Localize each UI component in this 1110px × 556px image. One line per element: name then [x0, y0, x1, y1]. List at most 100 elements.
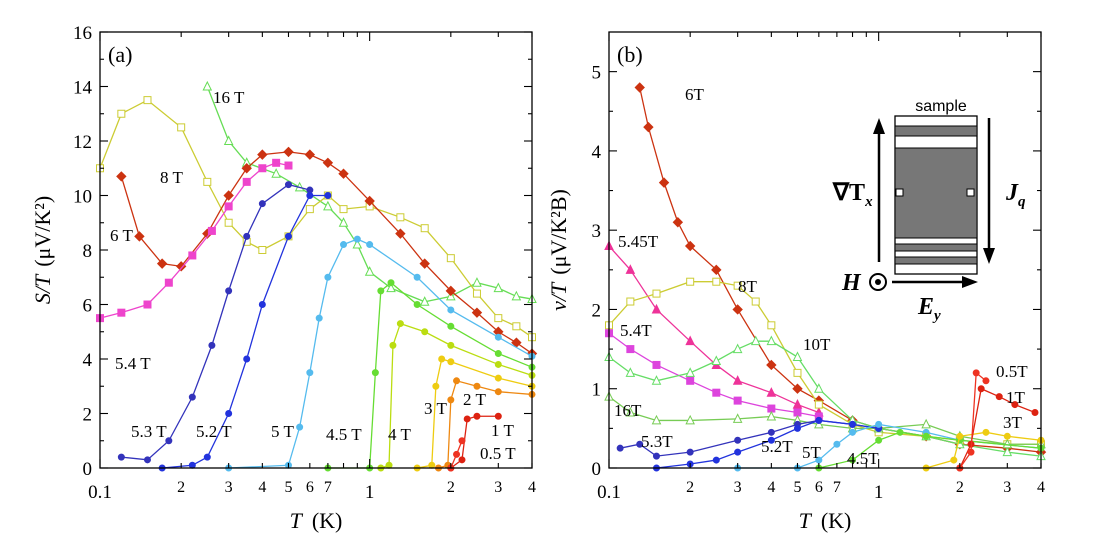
data-point-a-6-T-16 — [471, 307, 483, 318]
data-point-a-6-T-11 — [338, 168, 349, 179]
data-point-a-8-T-7 — [258, 246, 267, 254]
data-point-a-4-5-T-7 — [494, 350, 502, 358]
data-point-a-6-T-13 — [395, 228, 406, 239]
data-point-a-8-T-14 — [420, 224, 429, 233]
label-b-3T: 3T — [1003, 413, 1023, 432]
data-point-a-1-T-3 — [473, 412, 481, 420]
data-point-a-8-T-2 — [143, 96, 152, 105]
data-point-a-6-T-6 — [241, 163, 252, 174]
inset-grad-arrow-head — [873, 118, 885, 134]
data-point-a-5-T-2 — [296, 423, 304, 431]
data-point-b-5-3T-1 — [636, 440, 644, 448]
data-point-a-5-3-T-2 — [165, 437, 173, 445]
inset-current-symbol: J — [1005, 180, 1019, 206]
y-tick-label-a-3: 6 — [83, 296, 93, 317]
x-major-tick-label-a-1: 1 — [365, 482, 375, 503]
inset-efield-symbol: E — [917, 294, 934, 320]
data-point-b-5-3T-2 — [652, 452, 660, 460]
data-point-a-0-5-T-2 — [458, 437, 466, 445]
data-point-a-5-4-T-5 — [207, 226, 216, 235]
label-a-4T: 4 T — [388, 425, 411, 444]
x-major-tick-label-b-1: 1 — [874, 482, 884, 503]
data-point-b-1T-5 — [1031, 409, 1039, 417]
series-b-1T — [956, 385, 1039, 472]
inset-current-subscript: q — [1018, 194, 1026, 210]
data-point-b-1T-4 — [1011, 401, 1019, 409]
x-minor-tick-label-b-0: 2 — [686, 479, 694, 496]
series-line-a-8-T — [99, 99, 533, 338]
x-minor-tick-label-b-1: 3 — [734, 479, 742, 496]
data-point-b-10T-9 — [814, 383, 824, 393]
label-b-5.4T: 5.4T — [620, 321, 652, 340]
data-point-b-8T-4 — [712, 277, 721, 286]
x-minor-tick-label-b-2: 4 — [767, 479, 775, 496]
data-point-b-10T-8 — [792, 351, 803, 362]
data-point-a-5-2-T-6 — [284, 232, 292, 240]
label-a-1T: 1 T — [491, 421, 514, 440]
data-point-b-5-45T-7 — [792, 398, 803, 409]
data-point-a-2-T-5 — [494, 388, 502, 396]
data-point-b-6T-0 — [634, 82, 645, 93]
x-minor-tick-label-a-2: 4 — [258, 479, 266, 496]
inset-current-arrow-head — [983, 248, 995, 264]
y-tick-label-b-1: 1 — [592, 380, 602, 401]
data-point-a-5-4-T-3 — [164, 278, 173, 287]
panel-b-frame — [608, 31, 1042, 469]
data-point-b-16T-2 — [651, 414, 662, 425]
data-point-a-4-T-5 — [447, 341, 455, 349]
data-point-a-16-T-5 — [323, 200, 333, 211]
data-point-b-10T-5 — [732, 343, 743, 354]
data-point-b-0-5T-2 — [972, 369, 980, 377]
data-point-b-0-5T-1 — [967, 448, 975, 456]
data-point-b-4-5T-3 — [896, 428, 904, 436]
data-point-a-5-2-T-5 — [258, 301, 266, 308]
label-b-6T: 6T — [685, 85, 705, 104]
data-point-a-6-T-14 — [419, 258, 430, 269]
data-point-a-5-T-7 — [353, 235, 361, 243]
panel-a-x-axis-var: T — [290, 508, 304, 533]
data-point-b-16T-5 — [766, 410, 777, 421]
data-point-b-3T-3 — [982, 428, 990, 436]
data-point-a-5-4-T-10 — [284, 161, 293, 170]
data-point-b-6T-7 — [766, 359, 777, 371]
data-point-a-5-2-T-8 — [324, 192, 332, 199]
data-point-b-3T-4 — [1003, 432, 1011, 440]
panel-a-x-axis-title: T (K) — [290, 508, 343, 533]
data-point-b-8T-3 — [686, 277, 695, 286]
series-line-b-6T — [639, 87, 1042, 453]
series-a-4-T — [377, 320, 536, 472]
data-point-a-4-T-6 — [494, 360, 502, 368]
y-tick-label-a-7: 14 — [73, 78, 93, 99]
data-point-a-5-T-4 — [315, 314, 323, 322]
data-point-a-8-T-15 — [446, 254, 455, 263]
data-point-b-16T-3 — [685, 414, 695, 425]
data-point-a-5-2-T-3 — [225, 410, 233, 417]
data-point-a-4-5-T-3 — [377, 287, 385, 295]
x-minor-tick-label-b-5: 7 — [833, 479, 841, 496]
data-point-b-8T-7 — [767, 321, 776, 330]
y-tick-label-b-3: 3 — [592, 221, 602, 242]
data-point-b-6T-4 — [684, 240, 696, 252]
inset-efield-label: Ey — [917, 294, 941, 324]
data-point-b-10T-4 — [711, 355, 722, 365]
data-point-b-5-45T-6 — [766, 387, 777, 397]
data-point-a-8-T-17 — [494, 314, 503, 323]
x-minor-tick-label-a-7: 3 — [494, 479, 502, 496]
data-point-b-0-5T-3 — [982, 377, 990, 385]
data-point-b-5-2T-5 — [793, 424, 801, 432]
series-line-a-6-T — [120, 151, 533, 355]
data-point-b-10T-3 — [685, 367, 695, 377]
data-point-b-5-2T-3 — [734, 448, 742, 456]
series-b-6T — [634, 82, 1047, 458]
inset-grad-symbol: ∇T — [832, 180, 865, 206]
series-a-16-T — [202, 80, 537, 306]
data-point-a-1-T-1 — [458, 456, 466, 464]
data-point-a-8-T-13 — [396, 213, 405, 222]
data-point-a-6-T-0 — [116, 171, 127, 182]
data-point-b-16T-10 — [921, 418, 931, 429]
data-point-a-6-T-5 — [223, 190, 234, 201]
data-point-a-8-T-11 — [339, 205, 348, 214]
data-point-b-5-45T-2 — [651, 303, 662, 314]
